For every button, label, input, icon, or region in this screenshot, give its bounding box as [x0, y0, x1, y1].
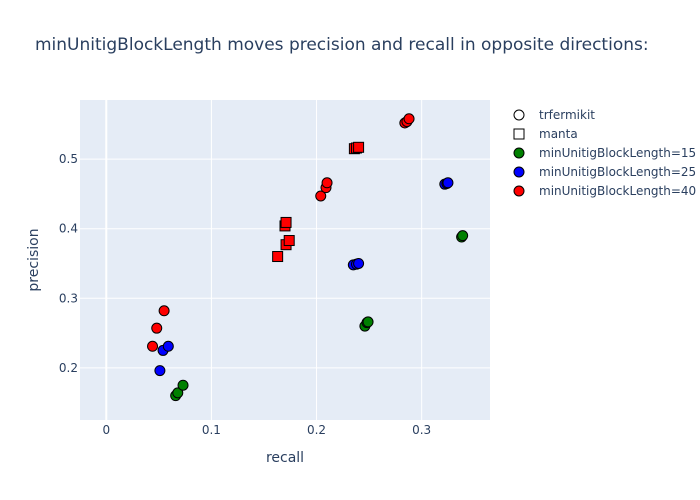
y-tick-label: 0.3: [59, 291, 78, 305]
data-point-circle: [315, 190, 327, 202]
legend[interactable]: trfermikit manta minUnitigBlockLength=15 mi…: [513, 108, 696, 198]
data-points: [147, 113, 469, 402]
legend-label: minUnitigBlockLength=15: [539, 146, 696, 160]
legend-label: trfermikit: [539, 108, 595, 122]
legend-symbol-circle: [513, 109, 525, 121]
data-point-square: [272, 251, 284, 263]
data-point-circle: [403, 113, 415, 125]
x-tick-label: 0.2: [307, 423, 326, 437]
data-point-circle: [177, 379, 189, 391]
legend-symbol-circle: [513, 166, 525, 178]
x-tick-label: 0: [102, 423, 110, 437]
legend-label: minUnitigBlockLength=25: [539, 165, 696, 179]
legend-symbol-circle: [513, 147, 525, 159]
y-tick-label: 0.5: [59, 152, 78, 166]
x-axis-title: recall: [266, 450, 304, 466]
legend-symbol-circle: [513, 185, 525, 197]
x-tick-label: 0.3: [412, 423, 431, 437]
grid: [80, 100, 490, 420]
data-point-circle: [154, 365, 166, 377]
data-point-circle: [457, 230, 469, 242]
data-point-circle: [321, 177, 333, 189]
plot-area: [80, 100, 490, 420]
y-tick-label: 0.4: [59, 222, 78, 236]
x-tick-label: 0.1: [202, 423, 221, 437]
legend-label: manta: [539, 127, 578, 141]
legend-symbol-square: [513, 128, 525, 140]
data-point-circle: [158, 305, 170, 317]
data-point-circle: [442, 177, 454, 189]
data-point-square: [283, 235, 295, 247]
data-point-circle: [362, 316, 374, 328]
data-point-square: [353, 141, 365, 153]
y-axis-title: precision: [26, 228, 42, 291]
data-point-square: [280, 216, 292, 228]
legend-label: minUnitigBlockLength=40: [539, 184, 696, 198]
y-tick-label: 0.2: [59, 361, 78, 375]
data-point-circle: [353, 257, 365, 269]
y-tick-labels: 0.2 0.3 0.4 0.5: [59, 152, 78, 375]
x-tick-labels: 0 0.1 0.2 0.3: [102, 423, 431, 437]
data-point-circle: [147, 340, 159, 352]
data-point-circle: [151, 322, 163, 334]
data-point-circle: [172, 387, 184, 399]
data-point-circle: [162, 340, 174, 352]
chart-title: minUnitigBlockLength moves precision and…: [35, 35, 649, 55]
